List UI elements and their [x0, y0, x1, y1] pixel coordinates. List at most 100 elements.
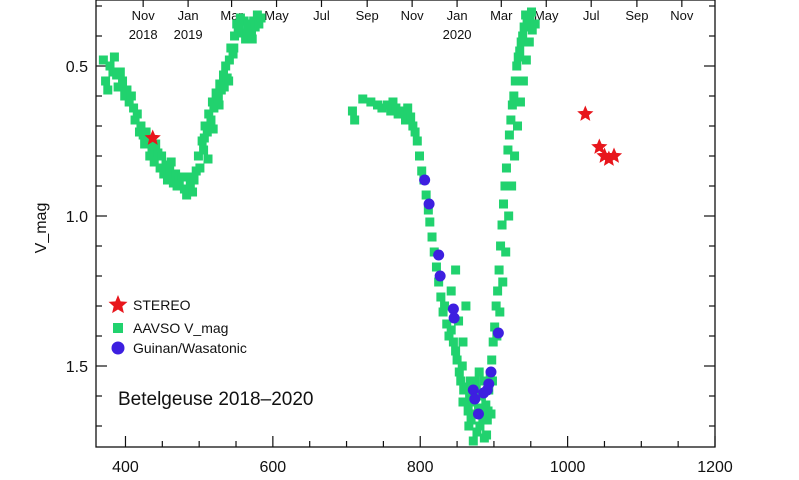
top-month-label: Jul [313, 8, 330, 23]
point-aavso-v-mag [499, 199, 509, 209]
x-tick-label: 1000 [550, 459, 586, 476]
point-aavso-v-mag [475, 421, 485, 431]
point-aavso-v-mag [124, 97, 134, 107]
point-aavso-v-mag [486, 409, 496, 419]
point-aavso-v-mag [118, 76, 128, 86]
x-tick-label: 400 [112, 459, 139, 476]
y-tick-label: 1.0 [66, 209, 88, 226]
legend: STEREO AAVSO V_mag Guinan/Wasatonic [108, 295, 247, 356]
point-aavso-v-mag [446, 286, 456, 296]
point-aavso-v-mag [211, 88, 221, 98]
top-month-label: Mar [490, 8, 513, 23]
point-aavso-v-mag [497, 220, 507, 230]
point-aavso-v-mag [438, 307, 448, 317]
point-aavso-v-mag [448, 337, 458, 347]
point-aavso-v-mag [512, 61, 522, 71]
point-aavso-v-mag [527, 7, 537, 17]
point-aavso-v-mag [193, 151, 203, 161]
point-aavso-v-mag [149, 157, 159, 167]
top-month-label: Jan [178, 8, 199, 23]
point-aavso-v-mag [516, 37, 526, 47]
point-aavso-v-mag [506, 115, 516, 125]
point-aavso-v-mag [204, 109, 214, 119]
point-aavso-v-mag [412, 136, 422, 146]
point-aavso-v-mag [358, 94, 368, 104]
point-aavso-v-mag [425, 217, 435, 227]
point-aavso-v-mag [113, 82, 123, 92]
point-aavso-v-mag [504, 130, 514, 140]
point-aavso-v-mag [254, 19, 264, 29]
legend-label: Guinan/Wasatonic [133, 340, 247, 356]
point-aavso-v-mag [501, 247, 511, 257]
point-aavso-v-mag [423, 205, 433, 215]
point-aavso-v-mag [472, 427, 482, 437]
top-year-label: 2019 [174, 27, 203, 42]
point-aavso-v-mag [444, 331, 454, 341]
point-aavso-v-mag [172, 181, 182, 191]
point-aavso-v-mag [185, 181, 195, 191]
point-aavso-v-mag [221, 61, 231, 71]
point-aavso-v-mag [234, 22, 244, 32]
point-aavso-v-mag [524, 37, 534, 47]
point-aavso-v-mag [219, 82, 229, 92]
point-aavso-v-mag [434, 277, 444, 287]
point-aavso-v-mag [350, 115, 360, 125]
point-aavso-v-mag [147, 145, 157, 155]
point-aavso-v-mag [473, 403, 483, 413]
point-aavso-v-mag [436, 292, 446, 302]
point-aavso-v-mag [224, 55, 234, 65]
point-aavso-v-mag [503, 145, 513, 155]
x-tick-label: 1200 [697, 459, 733, 476]
point-aavso-v-mag [518, 31, 528, 41]
point-aavso-v-mag [249, 16, 259, 26]
point-aavso-v-mag [464, 421, 474, 431]
top-month-label: Jul [583, 8, 600, 23]
y-axis-label: V_mag [33, 203, 50, 254]
point-aavso-v-mag [242, 28, 252, 38]
legend-marker [111, 341, 125, 355]
point-guinan-wasatonic [469, 393, 481, 405]
point-aavso-v-mag [504, 211, 514, 221]
point-aavso-v-mag [229, 43, 239, 53]
point-aavso-v-mag [130, 115, 140, 125]
point-aavso-v-mag [171, 169, 181, 179]
top-month-label: May [264, 8, 289, 23]
point-aavso-v-mag [136, 121, 146, 131]
point-aavso-v-mag [408, 121, 418, 131]
top-month-label: Nov [401, 8, 425, 23]
point-aavso-v-mag [495, 307, 505, 317]
point-aavso-v-mag [101, 76, 111, 86]
point-aavso-v-mag [98, 55, 108, 65]
point-aavso-v-mag [509, 91, 519, 101]
point-aavso-v-mag [161, 160, 171, 170]
point-aavso-v-mag [103, 85, 113, 95]
point-aavso-v-mag [421, 190, 431, 200]
point-aavso-v-mag [199, 133, 209, 143]
point-aavso-v-mag [141, 127, 151, 137]
point-aavso-v-mag [398, 109, 408, 119]
point-aavso-v-mag [382, 100, 392, 110]
point-aavso-v-mag [143, 136, 153, 146]
point-aavso-v-mag [500, 181, 510, 191]
point-aavso-v-mag [401, 115, 410, 125]
point-aavso-v-mag [184, 172, 194, 182]
legend-label: AAVSO V_mag [133, 320, 228, 336]
point-aavso-v-mag [440, 301, 450, 311]
top-year-label: 2018 [129, 27, 158, 42]
point-aavso-v-mag [456, 376, 466, 386]
point-guinan-wasatonic [419, 174, 431, 186]
point-aavso-v-mag [189, 175, 199, 185]
point-aavso-v-mag [494, 265, 504, 275]
point-aavso-v-mag [145, 151, 155, 161]
point-aavso-v-mag [482, 430, 492, 440]
point-aavso-v-mag [527, 25, 537, 35]
top-month-label: Sep [625, 8, 648, 23]
point-aavso-v-mag [256, 13, 266, 23]
point-aavso-v-mag [479, 376, 489, 386]
point-aavso-v-mag [482, 415, 492, 425]
point-aavso-v-mag [165, 166, 175, 176]
point-guinan-wasatonic [433, 249, 445, 261]
point-aavso-v-mag [530, 19, 540, 29]
point-aavso-v-mag [105, 61, 115, 71]
point-aavso-v-mag [510, 151, 520, 161]
